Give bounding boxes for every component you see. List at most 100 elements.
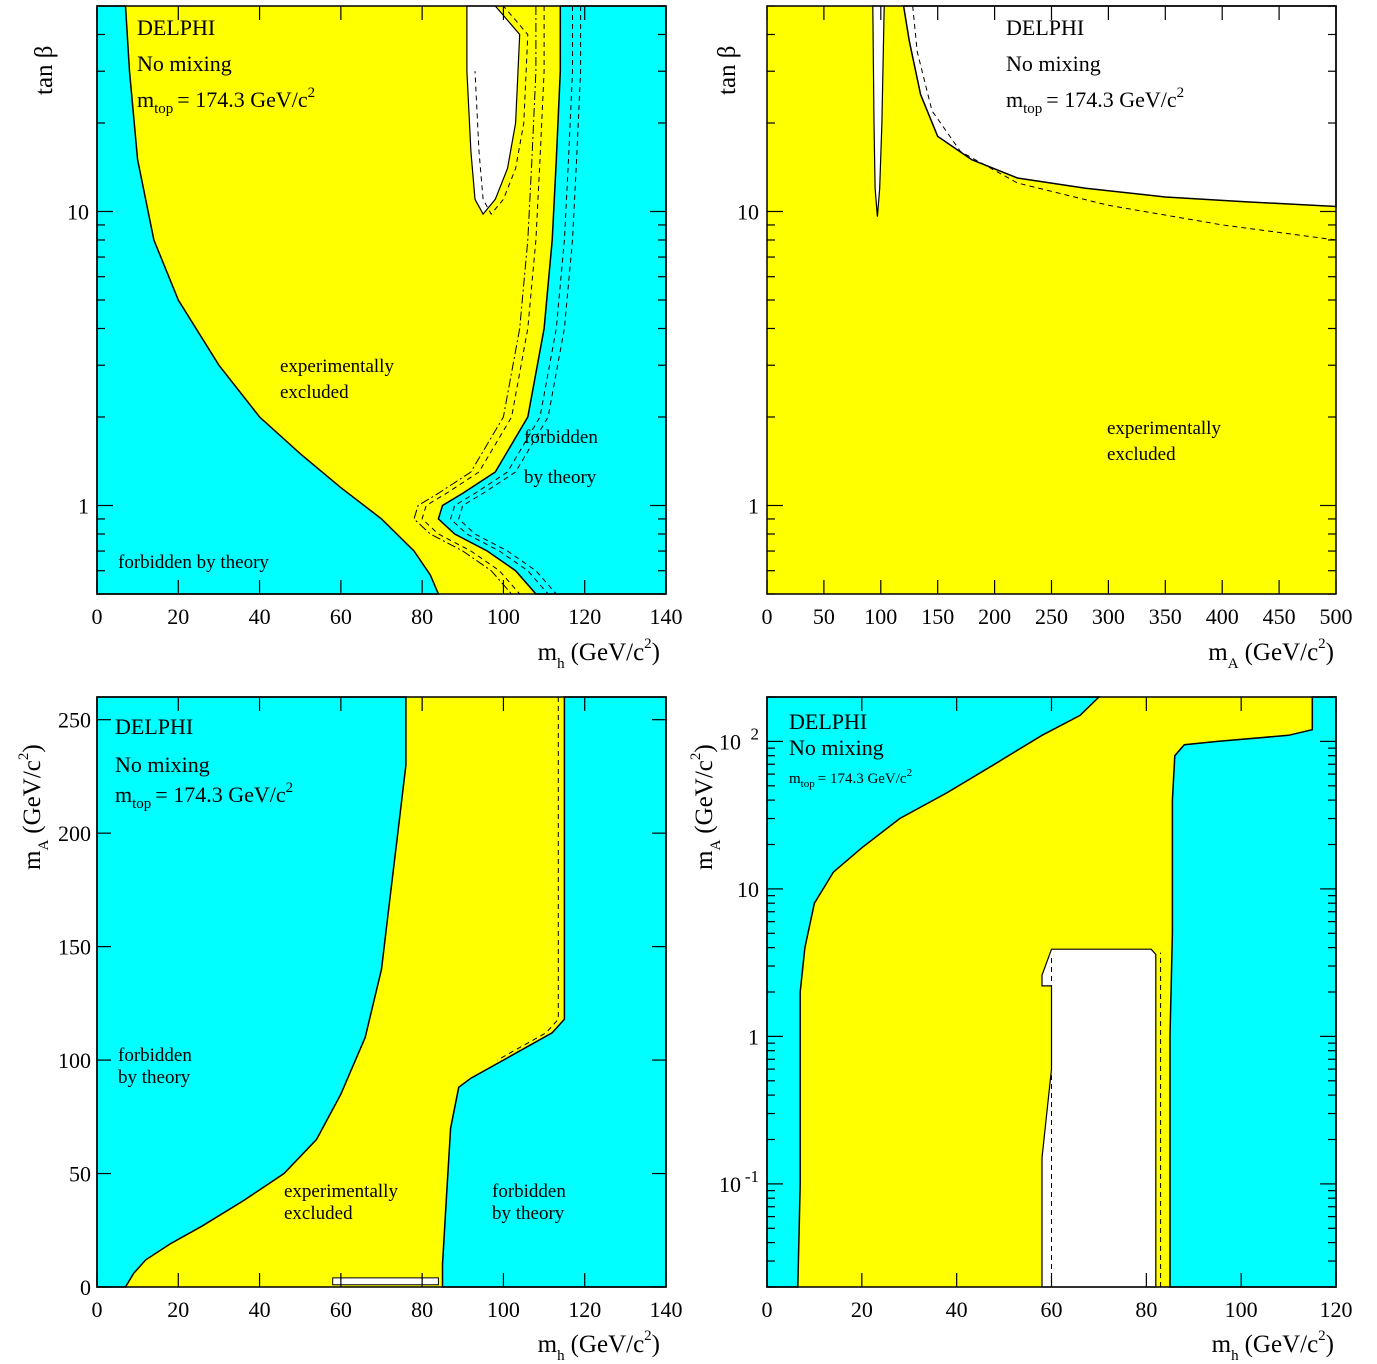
header-mixing: No mixing (115, 752, 210, 777)
label-forbidden-right: forbidden (524, 427, 598, 448)
x-tick-label: 50 (813, 604, 835, 629)
x-tick-label: 400 (1206, 604, 1239, 629)
y-axis-label: mA(GeV/c2) (16, 744, 52, 870)
y-tick-label: 10 (737, 199, 759, 224)
x-tick-label: 120 (1320, 1297, 1353, 1322)
label-forbidden-left: forbidden by theory (118, 552, 269, 573)
plot-frame (96, 696, 667, 1288)
label-experimentally: experimentally (1107, 418, 1221, 439)
header-mtop: mtop = 174.3 GeV/c2 (115, 780, 293, 812)
x-tick-label: 140 (650, 604, 683, 629)
x-tick-label: 80 (1135, 1297, 1157, 1322)
y-tick-label: 50 (69, 1162, 91, 1187)
y-tick-label: 0 (80, 1275, 91, 1300)
header-experiment: DELPHI (789, 709, 867, 734)
x-tick-label: 0 (92, 1297, 103, 1322)
label-by-theory-left: by theory (118, 1067, 191, 1088)
x-tick-label: 40 (249, 604, 271, 629)
x-tick-label: 100 (864, 604, 897, 629)
allowed-sliver (332, 1277, 439, 1286)
x-tick-label: 20 (167, 604, 189, 629)
x-tick-label: 450 (1263, 604, 1296, 629)
x-axis-label: mh (GeV/c2) (538, 1328, 660, 1364)
limit-band-curve (413, 6, 537, 595)
x-tick-label: 140 (650, 1297, 683, 1322)
y-tick-exponent: -1 (745, 1167, 759, 1186)
y-tick-label: 1 (748, 493, 759, 518)
x-tick-label: 120 (568, 1297, 601, 1322)
header-experiment: DELPHI (137, 15, 215, 40)
x-tick-label: 80 (411, 1297, 433, 1322)
y-axis-label: mA(GeV/c2) (688, 744, 724, 870)
expected-limit-curve (474, 5, 529, 215)
x-tick-label: 100 (487, 1297, 520, 1322)
y-tick-label: 200 (58, 821, 91, 846)
x-tick-label: 60 (1041, 1297, 1063, 1322)
header-experiment: DELPHI (115, 714, 193, 739)
x-axis-label: mh (GeV/c2) (1212, 1328, 1334, 1364)
header-mtop: mtop = 174.3 GeV/c2 (137, 85, 315, 117)
x-axis-label: mA (GeV/c2) (1208, 636, 1334, 672)
label-forbidden-right: forbidden (492, 1181, 566, 1202)
x-tick-label: 100 (1225, 1297, 1258, 1322)
header-mixing: No mixing (1006, 51, 1101, 76)
forbidden-region-left (96, 696, 407, 1288)
x-tick-label: 40 (946, 1297, 968, 1322)
x-tick-label: 200 (978, 604, 1011, 629)
y-tick-label: 100 (58, 1048, 91, 1073)
y-tick-label: 250 (58, 708, 91, 733)
x-tick-label: 0 (762, 1297, 773, 1322)
panel-bottom-left: 0 20 40 60 80 100 120 140 0 50 100 150 200 250 DELPHI… (16, 696, 683, 1364)
x-tick-label: 80 (411, 604, 433, 629)
y-axis-label: tan β (714, 45, 741, 95)
y-tick-label: 1 (748, 1024, 759, 1049)
x-tick-label: 20 (167, 1297, 189, 1322)
label-excluded: excluded (284, 1203, 353, 1224)
panel-top-right: 0 50 100 150 200 250 300 350 400 450 500 1 10 DELPHI… (714, 5, 1353, 672)
x-tick-label: 60 (330, 604, 352, 629)
header-experiment: DELPHI (1006, 15, 1084, 40)
x-tick-label: 40 (249, 1297, 271, 1322)
y-tick-label: 150 (58, 935, 91, 960)
x-tick-label: 100 (487, 604, 520, 629)
forbidden-region-right (1169, 696, 1337, 1288)
x-tick-label: 500 (1320, 604, 1353, 629)
forbidden-region-left (766, 696, 1101, 1288)
limit-band-curve (458, 6, 582, 595)
label-excluded: excluded (1107, 444, 1176, 465)
y-tick-label: 10 (719, 1172, 741, 1197)
x-tick-label: 250 (1035, 604, 1068, 629)
header-mtop: mtop = 174.3 GeV/c2 (789, 767, 912, 790)
x-tick-label: 150 (921, 604, 954, 629)
forbidden-region-right (437, 5, 667, 595)
x-tick-label: 0 (92, 604, 103, 629)
y-tick-label: 10 (737, 877, 759, 902)
y-tick-label: 1 (78, 493, 89, 518)
y-tick-label: 10 (719, 729, 741, 754)
forbidden-region-left (96, 5, 440, 595)
x-tick-label: 350 (1149, 604, 1182, 629)
y-tick-exponent: 2 (751, 724, 760, 743)
y-tick-label: 10 (67, 199, 89, 224)
x-tick-label: 20 (851, 1297, 873, 1322)
allowed-region (1041, 948, 1157, 1288)
x-axis-label: mh (GeV/c2) (538, 636, 660, 672)
allowed-strip (872, 5, 885, 217)
y-axis-label: tan β (31, 45, 58, 95)
label-by-theory-right: by theory (492, 1203, 565, 1224)
panel-top-left: 0 20 40 60 80 100 120 140 1 10 DELPHI No mixing m… (31, 5, 683, 672)
label-experimentally: experimentally (284, 1181, 398, 1202)
x-tick-label: 60 (330, 1297, 352, 1322)
header-mtop: mtop = 174.3 GeV/c2 (1006, 85, 1184, 117)
x-tick-label: 300 (1092, 604, 1125, 629)
label-excluded: excluded (280, 382, 349, 403)
x-tick-label: 0 (762, 604, 773, 629)
label-forbidden-left: forbidden (118, 1045, 192, 1066)
header-mixing: No mixing (137, 51, 232, 76)
header-mixing: No mixing (789, 735, 884, 760)
limit-band-curve (450, 6, 573, 595)
limit-band-curve (421, 6, 545, 595)
x-tick-label: 120 (568, 604, 601, 629)
